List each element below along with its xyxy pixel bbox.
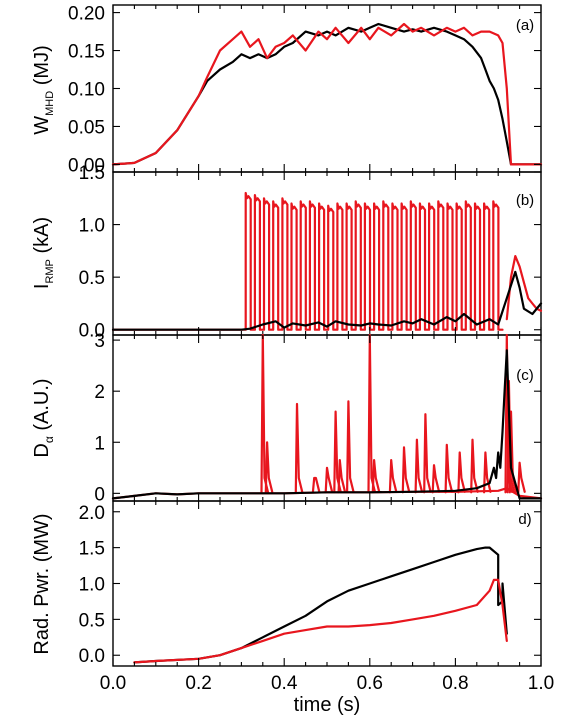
panel-b-ytick-label: 0.0 — [79, 321, 105, 342]
panel-c-red-spike — [517, 461, 526, 494]
panel-b-ytick-label: 0.5 — [79, 268, 105, 289]
panel-d-ytick-label: 0.0 — [79, 646, 105, 667]
panel-b-ytick-label: 1.5 — [79, 163, 105, 184]
x-tick-label: 0.8 — [442, 673, 468, 694]
panel-c-ytick-label: 2 — [94, 382, 105, 403]
panel-a-ylabel-sub: MHD — [44, 91, 56, 116]
panel-a-series-red — [111, 22, 543, 166]
panel-c-ytick-label: 1 — [94, 433, 105, 454]
panel-b-tag: (b) — [516, 192, 534, 209]
panel-c-ytick-label: 0 — [94, 484, 105, 505]
panel-d-ylabel-main: Rad. Pwr. (MW) — [31, 513, 53, 654]
panel-a-ytick-label: 0.15 — [68, 42, 105, 63]
x-tick-label: 0.4 — [271, 673, 298, 694]
panel-c-red-spike — [311, 476, 321, 494]
panel-d-lines — [133, 546, 508, 664]
panel-d-tag: d) — [518, 511, 531, 528]
panel-b: 0.0 0.5 1.0 1.5 (b) IRMP (kA) — [31, 163, 543, 342]
panel-c-red-spike — [483, 451, 492, 494]
panel-b-ylabel: IRMP (kA) — [31, 217, 56, 289]
panel-a-lines — [111, 22, 543, 166]
panel-d: 0.0 0.5 1.0 1.5 2.0 d) Rad. Pwr. (MW) — [31, 500, 542, 667]
panel-c-red-spike — [444, 443, 454, 494]
panel-a-tag: (a) — [516, 17, 534, 34]
x-tick-label: 1.0 — [528, 673, 554, 694]
panel-b-yticks: 0.0 0.5 1.0 1.5 — [79, 163, 542, 342]
panel-d-ylabel: Rad. Pwr. (MW) — [31, 513, 53, 654]
panel-a-yticks: 0.00 0.05 0.10 0.15 0.20 — [68, 4, 542, 176]
panel-b-lines — [111, 191, 543, 331]
panel-a-frame — [112, 4, 542, 173]
panel-d-series-red — [133, 578, 508, 664]
panel-c-red-spike — [264, 441, 274, 494]
panel-a: 0.00 0.05 0.10 0.15 0.20 (a) WMHD (MJ) — [31, 4, 543, 176]
panel-c-ytick-label: 3 — [94, 331, 105, 352]
panel-a-ytick-label: 0.05 — [68, 117, 105, 138]
x-tick-label: 0.0 — [100, 673, 126, 694]
panel-d-ytick-label: 1.5 — [79, 539, 105, 560]
panel-d-ytick-label: 2.0 — [79, 503, 105, 524]
panel-c-red-spike — [346, 400, 355, 494]
panel-c-lines — [111, 333, 543, 500]
panel-c-ylabel: Dα (A.U.) — [31, 378, 56, 457]
panel-c-red-spike — [324, 466, 334, 494]
panel-c-tag: (c) — [516, 367, 534, 384]
panel-d-ytick-label: 0.5 — [79, 610, 105, 631]
panel-a-series-black — [111, 22, 543, 166]
panel-c-red-spike — [294, 402, 304, 494]
panel-c-series-black — [111, 349, 543, 500]
panel-b-red-pulse-train — [111, 191, 504, 331]
panel-c-red-spike — [414, 438, 424, 494]
panel-d-ytick-label: 1.0 — [79, 575, 105, 596]
panel-b-red-tail — [505, 255, 543, 321]
panel-b-frame — [112, 171, 542, 336]
panel-c-red-spike — [371, 459, 381, 494]
panel-a-ytick-label: 0.20 — [68, 4, 105, 25]
panel-b-ytick-label: 1.0 — [79, 216, 105, 237]
panel-a-ylabel-suffix: (MJ) — [31, 45, 53, 91]
panel-d-series-black — [133, 546, 508, 664]
panel-d-frame — [112, 500, 542, 667]
panel-a-ytick-label: 0.00 — [68, 155, 105, 176]
x-tick-label: 0.6 — [357, 673, 383, 694]
panel-c-red-spike — [423, 413, 432, 494]
panel-d-yticks: 0.0 0.5 1.0 1.5 2.0 — [79, 501, 542, 667]
panel-c-red-spike — [470, 438, 479, 494]
x-axis-title: time (s) — [294, 694, 361, 716]
panel-c-red-spike — [337, 459, 347, 494]
panel-b-ylabel-main: I — [31, 284, 53, 290]
x-axis: 0.0 0.2 0.4 0.6 0.8 1.0 time (s) — [100, 673, 554, 716]
panel-c-red-spike — [388, 459, 398, 494]
panel-a-ylabel: WMHD (MJ) — [31, 45, 56, 135]
panel-a-ytick-label: 0.10 — [68, 80, 105, 101]
panel-c-red-spike — [431, 464, 441, 494]
panel-c-red-spike — [457, 451, 466, 494]
panel-c-red-spike — [401, 446, 411, 494]
panel-b-series-black — [111, 270, 543, 331]
panel-b-ylabel-sub: RMP — [44, 259, 56, 283]
panel-c-ylabel-sub: α — [42, 436, 56, 443]
x-tick-labels: 0.0 0.2 0.4 0.6 0.8 1.0 — [100, 673, 554, 694]
panel-c-ylabel-main: D — [31, 443, 53, 457]
x-tick-label: 0.2 — [185, 673, 211, 694]
panel-b-ylabel-suffix: (kA) — [31, 217, 53, 259]
panel-c: 0 1 2 3 (c) Dα (A.U.) — [31, 331, 543, 505]
panel-c-ylabel-suffix: (A.U.) — [31, 378, 53, 436]
panel-a-ylabel-main: W — [31, 116, 53, 135]
